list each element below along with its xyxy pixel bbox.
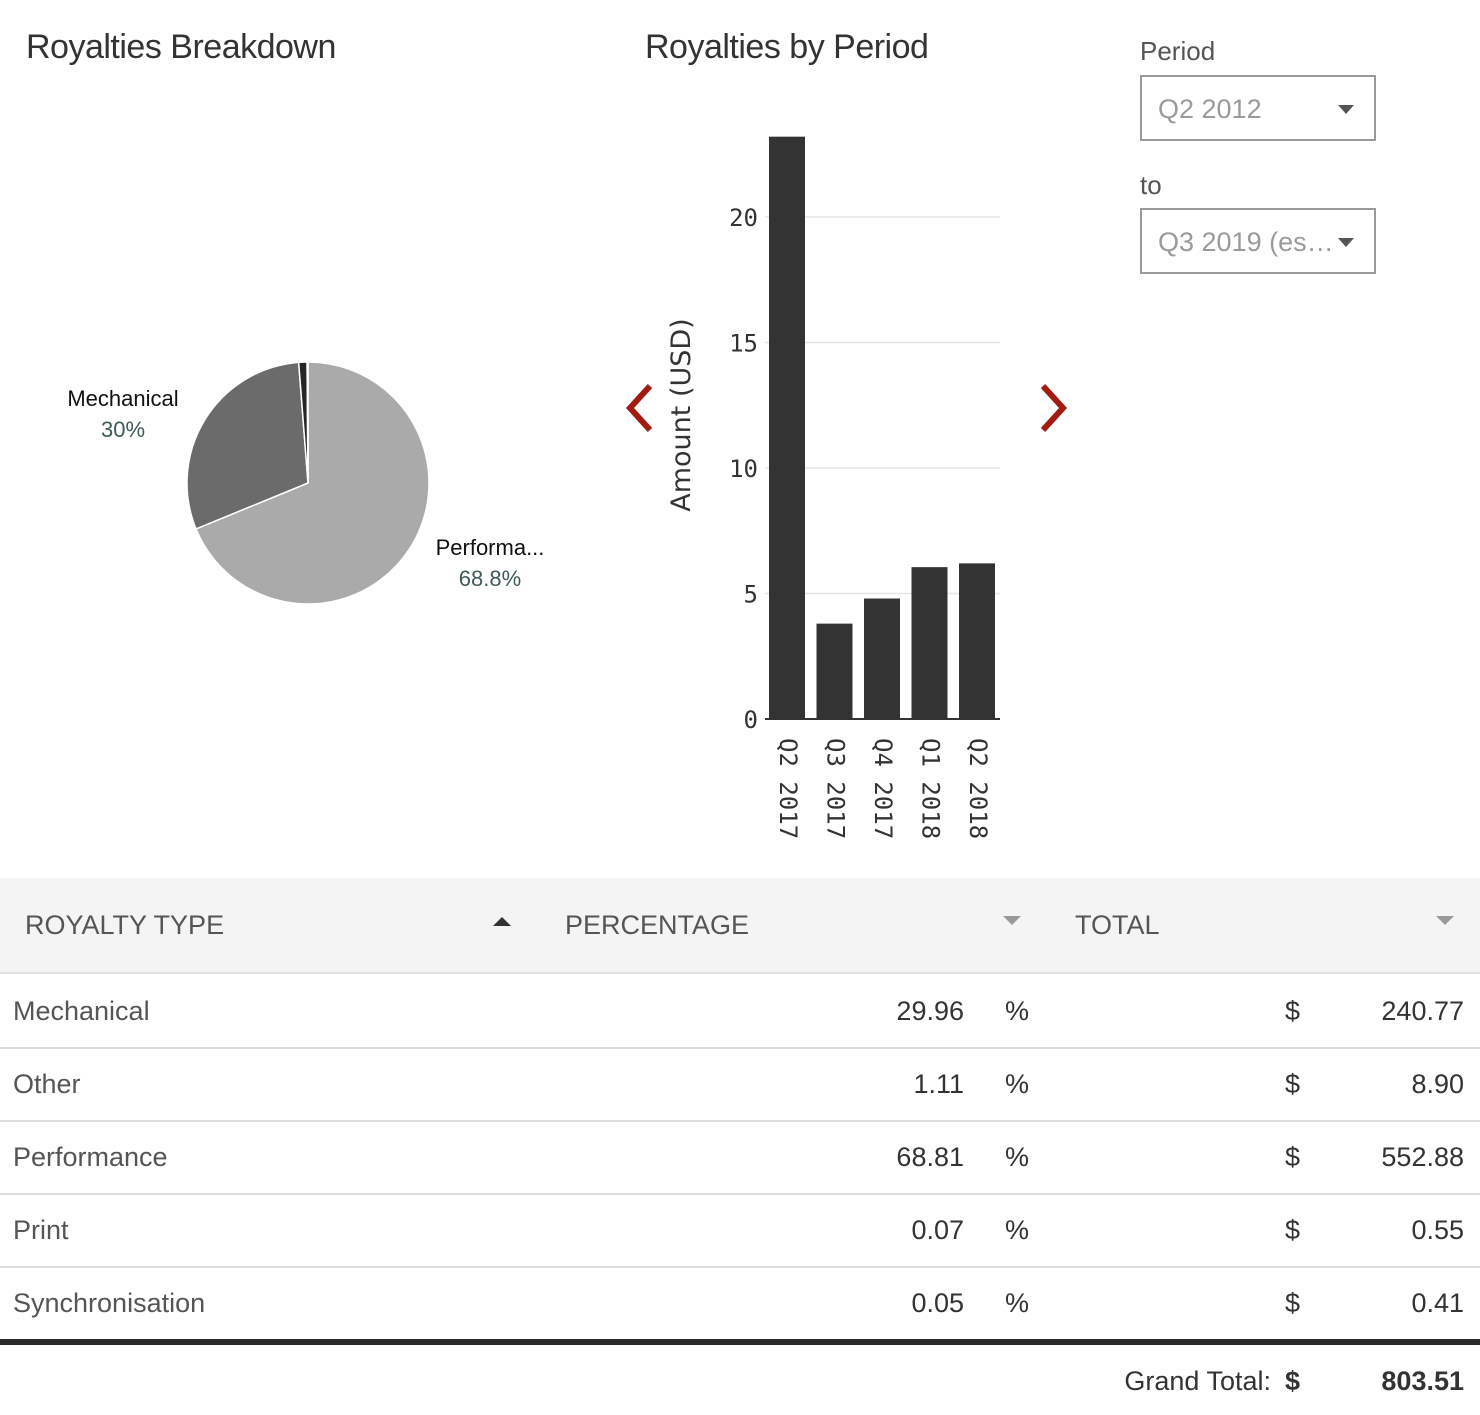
pie-percent-performance: 68.8% (459, 566, 521, 591)
chevron-right-icon[interactable] (1033, 378, 1073, 438)
royalty-type-cell: Print (13, 1215, 69, 1245)
percent-sign: % (1005, 1215, 1030, 1245)
y-tick-label: 0 (744, 706, 758, 734)
column-header-royalty-type[interactable]: ROYALTY TYPE (25, 910, 225, 940)
percent-sign: % (1005, 1288, 1030, 1318)
royalty-type-cell: Performance (13, 1142, 168, 1172)
percentage-cell: 29.96 (896, 996, 964, 1026)
table-row: Performance 68.81 % $ 552.88 (0, 1122, 1480, 1195)
percentage-cell: 1.11 (913, 1069, 964, 1099)
y-tick-label: 20 (729, 204, 758, 232)
pie-percent-mechanical: 30% (101, 417, 145, 442)
bar-q1-2018[interactable] (911, 567, 948, 719)
table-row: Other 1.11 % $ 8.90 (0, 1049, 1480, 1122)
y-axis-label: Amount (USD) (666, 318, 697, 511)
pie-slice-mechanical[interactable] (186, 361, 309, 530)
bar-q3-2017[interactable] (816, 623, 853, 719)
pie-chart-title: Royalties Breakdown (26, 28, 336, 66)
sort-ascending-icon[interactable] (493, 917, 511, 926)
percent-sign: % (1005, 996, 1030, 1026)
period-from-value: Q2 2012 (1158, 94, 1262, 124)
column-header-total[interactable]: TOTAL (1075, 910, 1160, 940)
currency-sign: $ (1285, 1215, 1301, 1245)
bar-chart: 0 5 10 15 20 Q2 2017 Q3 2017 Q4 2017 Q1 2018 Q2 2… (666, 136, 1000, 839)
currency-sign: $ (1285, 996, 1301, 1026)
percentage-cell: 0.05 (911, 1288, 964, 1318)
total-cell: 0.55 (1411, 1215, 1464, 1245)
currency-sign: $ (1285, 1288, 1301, 1318)
table-row: Mechanical 29.96 % $ 240.77 (0, 976, 1480, 1049)
chevron-left-icon[interactable] (620, 378, 660, 438)
total-cell: 552.88 (1381, 1142, 1464, 1172)
x-tick-label: Q2 2017 (774, 738, 802, 839)
caret-down-icon (1338, 238, 1354, 247)
grand-total-value: 803.51 (1381, 1366, 1464, 1396)
grand-total-label: Grand Total: (1124, 1366, 1271, 1396)
total-cell: 0.41 (1411, 1288, 1464, 1318)
total-cell: 8.90 (1411, 1069, 1464, 1099)
currency-sign: $ (1285, 1142, 1301, 1172)
y-tick-label: 15 (729, 330, 758, 358)
royalty-type-cell: Synchronisation (13, 1288, 206, 1318)
percent-sign: % (1005, 1142, 1030, 1172)
x-tick-label: Q3 2017 (822, 738, 850, 839)
sort-descending-icon[interactable] (1003, 916, 1021, 925)
table-row: Print 0.07 % $ 0.55 (0, 1195, 1480, 1268)
period-from-select[interactable]: Q2 2012 (1140, 75, 1376, 141)
percentage-cell: 0.07 (911, 1215, 964, 1245)
pie-slice-performance[interactable] (195, 361, 430, 605)
royalty-type-cell: Mechanical (13, 996, 150, 1026)
y-tick-label: 5 (744, 581, 758, 609)
bar-q2-2018[interactable] (959, 563, 995, 719)
pie-label-performance: Performa... (436, 535, 545, 560)
bar-chart-title: Royalties by Period (645, 28, 929, 66)
period-to-value: Q3 2019 (es… (1158, 227, 1334, 257)
period-to-label: to (1140, 170, 1162, 200)
table-row: Synchronisation 0.05 % $ 0.41 (0, 1268, 1480, 1341)
bar-q4-2017[interactable] (864, 598, 900, 719)
x-tick-label: Q1 2018 (917, 738, 945, 839)
royalty-type-cell: Other (13, 1069, 81, 1099)
period-label: Period (1140, 36, 1216, 66)
table-header: ROYALTY TYPE PERCENTAGE TOTAL (0, 878, 1480, 974)
caret-down-icon (1338, 105, 1354, 114)
grand-total-currency: $ (1285, 1366, 1301, 1396)
pie-chart: Performa... 68.8% Mechanical 30% (67, 361, 545, 605)
x-tick-label: Q2 2018 (964, 738, 992, 839)
percent-sign: % (1005, 1069, 1030, 1099)
bar-q2-2017[interactable] (769, 136, 805, 719)
period-to-select[interactable]: Q3 2019 (es… (1140, 208, 1376, 274)
column-header-percentage[interactable]: PERCENTAGE (565, 910, 750, 940)
x-tick-label: Q4 2017 (869, 738, 897, 839)
pie-label-mechanical: Mechanical (67, 386, 178, 411)
grand-total-divider (0, 1339, 1480, 1345)
currency-sign: $ (1285, 1069, 1301, 1099)
sort-descending-icon[interactable] (1436, 916, 1454, 925)
total-cell: 240.77 (1381, 996, 1464, 1026)
y-tick-label: 10 (729, 455, 758, 483)
percentage-cell: 68.81 (896, 1142, 964, 1172)
